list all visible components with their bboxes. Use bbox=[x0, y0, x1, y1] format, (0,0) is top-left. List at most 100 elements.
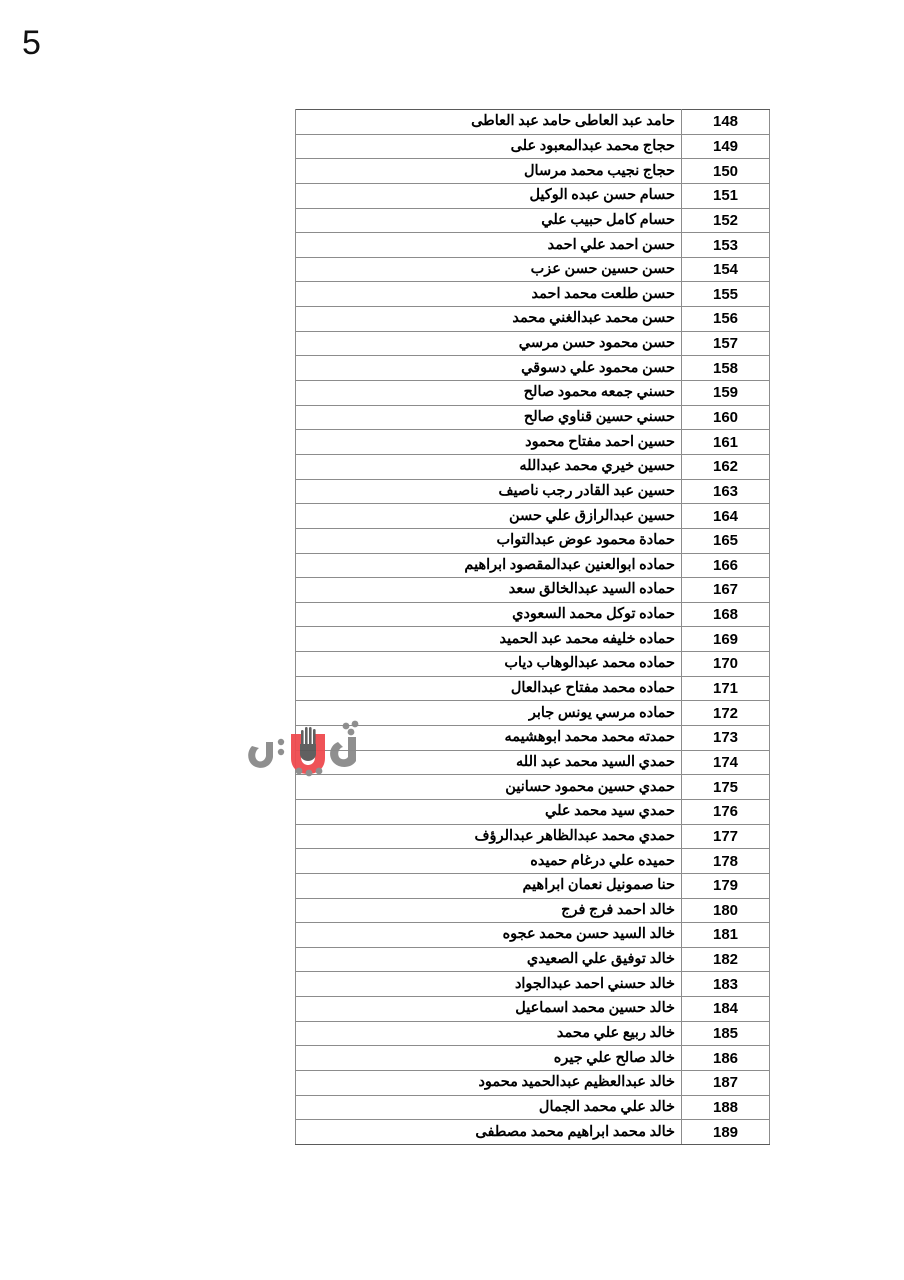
row-name-cell: حسام كامل حبيب علي bbox=[295, 207, 682, 234]
row-name-cell: خالد علي محمد الجمال bbox=[295, 1094, 682, 1121]
table-row: 172 حماده مرسي يونس جابر bbox=[295, 700, 770, 727]
table-row: 165 حمادة محمود عوض عبدالتواب bbox=[295, 527, 770, 554]
list-table-container: 148 حامد عبد العاطى حامد عبد العاطى 149 حجا… bbox=[295, 109, 770, 1145]
row-number-cell: 149 bbox=[681, 133, 770, 160]
row-number-cell: 161 bbox=[681, 429, 770, 455]
row-number-cell: 185 bbox=[681, 1020, 770, 1047]
table-row: 150 حجاج نجيب محمد مرسال bbox=[295, 158, 770, 184]
page-number: 5 bbox=[22, 24, 41, 62]
table-row: 149 حجاج محمد عبدالمعبود على bbox=[295, 133, 770, 160]
row-number-cell: 187 bbox=[681, 1069, 770, 1096]
row-number-cell: 180 bbox=[681, 897, 770, 924]
row-number-cell: 177 bbox=[681, 823, 770, 850]
row-number-cell: 165 bbox=[681, 527, 770, 554]
table-row: 160 حسني حسين قناوي صالح bbox=[295, 404, 770, 431]
table-row: 171 حماده محمد مفتاح عبدالعال bbox=[295, 675, 770, 702]
row-name-cell: حسن طلعت محمد احمد bbox=[295, 281, 682, 308]
row-name-cell: خالد صالح علي جيره bbox=[295, 1045, 682, 1071]
table-row: 169 حماده خليفه محمد عبد الحميد bbox=[295, 626, 770, 653]
row-number-cell: 178 bbox=[681, 848, 770, 874]
row-name-cell: حسين عبدالرازق علي حسن bbox=[295, 503, 682, 529]
table-row: 167 حماده السيد عبدالخالق سعد bbox=[295, 577, 770, 603]
row-name-cell: خالد السيد حسن محمد عجوه bbox=[295, 922, 682, 948]
row-name-cell: حجاج محمد عبدالمعبود على bbox=[295, 133, 682, 160]
table-row: 153 حسن احمد علي احمد bbox=[295, 232, 770, 258]
table-row: 187 خالد عبدالعظيم عبدالحميد محمود bbox=[295, 1069, 770, 1096]
table-row: 170 حماده محمد عبدالوهاب دياب bbox=[295, 651, 770, 677]
table-row: 152 حسام كامل حبيب علي bbox=[295, 207, 770, 234]
row-name-cell: خالد احمد فرج فرج bbox=[295, 897, 682, 924]
row-number-cell: 168 bbox=[681, 601, 770, 628]
row-number-cell: 156 bbox=[681, 306, 770, 332]
row-name-cell: حميده علي درغام حميده bbox=[295, 848, 682, 874]
row-name-cell: حنا صمونيل نعمان ابراهيم bbox=[295, 872, 682, 899]
row-name-cell: حماده خليفه محمد عبد الحميد bbox=[295, 626, 682, 653]
row-number-cell: 170 bbox=[681, 651, 770, 677]
table-row: 173 حمدته محمد محمد ابوهشيمه bbox=[295, 725, 770, 751]
row-number-cell: 173 bbox=[681, 725, 770, 751]
row-name-cell: حمدي السيد محمد عبد الله bbox=[295, 749, 682, 776]
row-name-cell: حمدته محمد محمد ابوهشيمه bbox=[295, 725, 682, 751]
row-number-cell: 175 bbox=[681, 774, 770, 800]
table-row: 182 خالد توفيق علي الصعيدي bbox=[295, 946, 770, 973]
row-number-cell: 153 bbox=[681, 232, 770, 258]
row-number-cell: 182 bbox=[681, 946, 770, 973]
row-number-cell: 186 bbox=[681, 1045, 770, 1071]
row-name-cell: خالد توفيق علي الصعيدي bbox=[295, 946, 682, 973]
table-row: 188 خالد علي محمد الجمال bbox=[295, 1094, 770, 1121]
row-name-cell: حسن محمود حسن مرسي bbox=[295, 330, 682, 357]
table-row: 183 خالد حسني احمد عبدالجواد bbox=[295, 971, 770, 998]
row-number-cell: 171 bbox=[681, 675, 770, 702]
table-row: 176 حمدي سيد محمد علي bbox=[295, 798, 770, 825]
row-number-cell: 155 bbox=[681, 281, 770, 308]
row-number-cell: 188 bbox=[681, 1094, 770, 1121]
row-number-cell: 176 bbox=[681, 798, 770, 825]
table-row: 157 حسن محمود حسن مرسي bbox=[295, 330, 770, 357]
table-row: 156 حسن محمد عبدالغني محمد bbox=[295, 306, 770, 332]
row-number-cell: 166 bbox=[681, 552, 770, 579]
row-name-cell: حمدي سيد محمد علي bbox=[295, 798, 682, 825]
table-row: 159 حسني جمعه محمود صالح bbox=[295, 380, 770, 406]
table-row: 175 حمدي حسين محمود حسانين bbox=[295, 774, 770, 800]
table-row: 181 خالد السيد حسن محمد عجوه bbox=[295, 922, 770, 948]
table-row: 180 خالد احمد فرج فرج bbox=[295, 897, 770, 924]
row-number-cell: 162 bbox=[681, 453, 770, 480]
table-row: 154 حسن حسين حسن عزب bbox=[295, 256, 770, 283]
row-name-cell: حماده مرسي يونس جابر bbox=[295, 700, 682, 727]
table-row: 184 خالد حسين محمد اسماعيل bbox=[295, 996, 770, 1022]
row-name-cell: خالد ربيع علي محمد bbox=[295, 1020, 682, 1047]
row-number-cell: 157 bbox=[681, 330, 770, 357]
table-row: 168 حماده توكل محمد السعودي bbox=[295, 601, 770, 628]
row-name-cell: حماده السيد عبدالخالق سعد bbox=[295, 577, 682, 603]
table-row: 177 حمدي محمد عبدالظاهر عبدالرؤف bbox=[295, 823, 770, 850]
row-name-cell: حماده ابوالعنين عبدالمقصود ابراهيم bbox=[295, 552, 682, 579]
row-name-cell: حجاج نجيب محمد مرسال bbox=[295, 158, 682, 184]
row-name-cell: حماده محمد عبدالوهاب دياب bbox=[295, 651, 682, 677]
row-name-cell: حامد عبد العاطى حامد عبد العاطى bbox=[295, 109, 682, 135]
table-row: 151 حسام حسن عبده الوكيل bbox=[295, 182, 770, 209]
table-row: 189 خالد محمد ابراهيم محمد مصطفى bbox=[295, 1119, 770, 1145]
table-row: 164 حسين عبدالرازق علي حسن bbox=[295, 503, 770, 529]
row-number-cell: 150 bbox=[681, 158, 770, 184]
table-row: 158 حسن محمود علي دسوقي bbox=[295, 355, 770, 382]
row-number-cell: 172 bbox=[681, 700, 770, 727]
row-number-cell: 148 bbox=[681, 109, 770, 135]
row-number-cell: 160 bbox=[681, 404, 770, 431]
row-name-cell: حماده محمد مفتاح عبدالعال bbox=[295, 675, 682, 702]
row-name-cell: حماده توكل محمد السعودي bbox=[295, 601, 682, 628]
row-name-cell: حسام حسن عبده الوكيل bbox=[295, 182, 682, 209]
table-row: 155 حسن طلعت محمد احمد bbox=[295, 281, 770, 308]
candidate-name-table: 148 حامد عبد العاطى حامد عبد العاطى 149 حجا… bbox=[295, 109, 770, 1145]
row-name-cell: حسن محمود علي دسوقي bbox=[295, 355, 682, 382]
row-number-cell: 154 bbox=[681, 256, 770, 283]
row-name-cell: حسن احمد علي احمد bbox=[295, 232, 682, 258]
row-number-cell: 179 bbox=[681, 872, 770, 899]
row-name-cell: حسن محمد عبدالغني محمد bbox=[295, 306, 682, 332]
row-name-cell: حسني حسين قناوي صالح bbox=[295, 404, 682, 431]
row-name-cell: خالد حسني احمد عبدالجواد bbox=[295, 971, 682, 998]
row-name-cell: خالد حسين محمد اسماعيل bbox=[295, 996, 682, 1022]
row-name-cell: حمدي محمد عبدالظاهر عبدالرؤف bbox=[295, 823, 682, 850]
row-name-cell: حسين خيري محمد عبدالله bbox=[295, 453, 682, 480]
row-number-cell: 184 bbox=[681, 996, 770, 1022]
table-row: 185 خالد ربيع علي محمد bbox=[295, 1020, 770, 1047]
